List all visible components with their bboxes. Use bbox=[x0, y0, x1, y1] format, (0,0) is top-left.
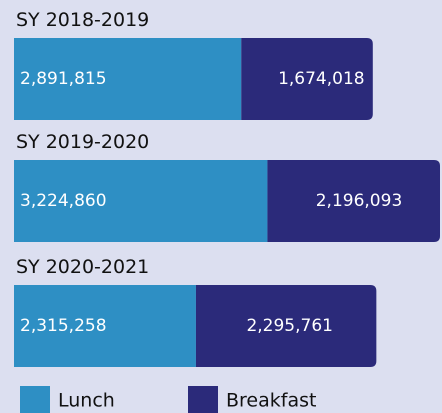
value-label: 2,891,815 bbox=[20, 69, 107, 89]
bar-segment bbox=[195, 285, 377, 367]
legend-label: Breakfast bbox=[226, 390, 316, 412]
bar-segment bbox=[267, 160, 440, 242]
value-label: 3,224,860 bbox=[20, 191, 107, 211]
bar-segment bbox=[241, 38, 373, 120]
bar-segment bbox=[14, 38, 242, 120]
category-label: SY 2019-2020 bbox=[16, 131, 149, 153]
value-label: 2,295,761 bbox=[246, 316, 333, 336]
category-label: SY 2020-2021 bbox=[16, 256, 149, 278]
value-label: 2,196,093 bbox=[316, 191, 403, 211]
bar-segment bbox=[14, 285, 196, 367]
legend-swatch bbox=[20, 386, 50, 413]
legend-label: Lunch bbox=[58, 390, 115, 412]
value-label: 2,315,258 bbox=[20, 316, 107, 336]
bar-segment bbox=[14, 160, 268, 242]
value-label: 1,674,018 bbox=[278, 69, 365, 89]
legend-swatch bbox=[188, 386, 218, 413]
category-label: SY 2018-2019 bbox=[16, 9, 149, 31]
